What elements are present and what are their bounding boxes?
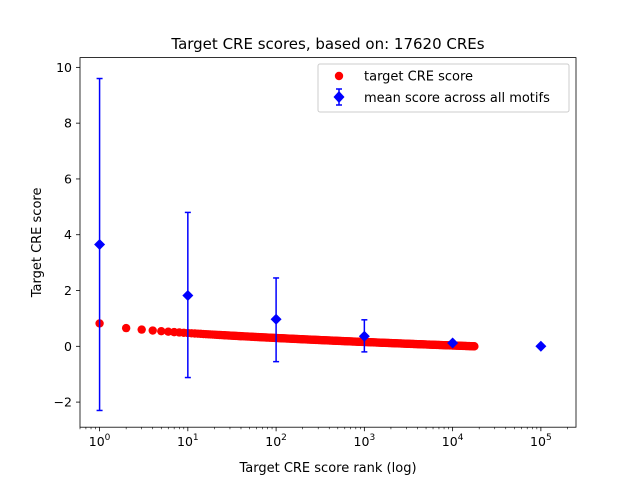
- legend-label-target-cre-score: target CRE score: [364, 70, 473, 85]
- legend-box: [317, 63, 570, 113]
- legend: target CRE score mean score across all m…: [317, 63, 570, 113]
- legend-marker-target-cre-score: [334, 71, 344, 81]
- mean-score-point: [270, 313, 282, 325]
- y-tick-label: −2: [54, 395, 72, 410]
- x-tick-label: 100: [89, 433, 111, 449]
- chart-title: Target CRE scores, based on: 17620 CREs: [170, 35, 484, 53]
- y-tick-label: 8: [64, 116, 72, 131]
- target-cre-score-point: [148, 326, 157, 335]
- target-cre-score-point: [470, 342, 479, 351]
- legend-marker-mean-score: [333, 91, 345, 103]
- target-cre-score-point: [157, 326, 166, 336]
- y-tick-label: 10: [56, 60, 72, 75]
- mean-score-point: [182, 290, 194, 302]
- target-cre-score-point: [137, 325, 146, 334]
- axes-frame: [79, 57, 577, 428]
- target-cre-score-point: [121, 323, 131, 333]
- plot-area: [94, 77, 547, 412]
- y-tick-label: 6: [64, 171, 72, 186]
- y-axis-label: Target CRE score: [30, 188, 45, 299]
- axis-ticks: 100 101 102 103 104 105 −2 0 2 4 6 8 10: [54, 60, 568, 449]
- x-axis-label: Target CRE score rank (log): [238, 461, 416, 476]
- x-tick-label: 105: [530, 433, 552, 449]
- mean-score-point: [535, 340, 547, 352]
- x-tick-label: 101: [177, 433, 199, 449]
- mean-score-point: [447, 337, 459, 349]
- mean-score-point: [358, 330, 370, 342]
- y-tick-label: 2: [64, 283, 72, 298]
- y-tick-label: 0: [64, 339, 72, 354]
- y-tick-label: 4: [64, 227, 72, 242]
- legend-label-mean-score: mean score across all motifs: [364, 91, 550, 106]
- x-tick-label: 104: [442, 433, 464, 449]
- mean-score-point: [94, 238, 106, 250]
- x-tick-label: 102: [265, 433, 287, 449]
- x-tick-label: 103: [354, 433, 376, 449]
